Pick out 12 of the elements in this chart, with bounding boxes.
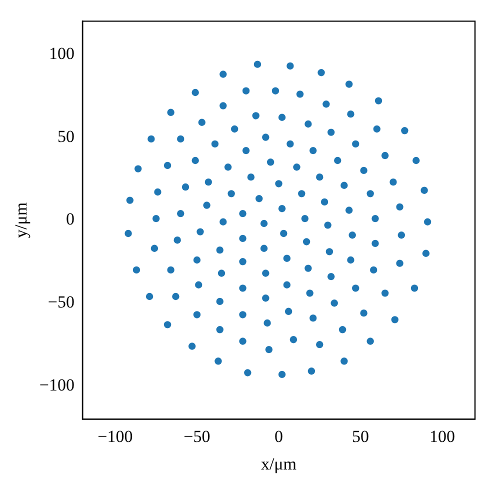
x-tick-label: 50 — [352, 426, 370, 446]
y-tick-label: 0 — [66, 210, 74, 229]
y-axis-title: y/μm — [12, 202, 31, 238]
y-tick-label: 100 — [48, 44, 74, 63]
x-tick-label: 0 — [274, 426, 283, 446]
x-tick-label: 100 — [430, 426, 456, 446]
y-tick-label: −100 — [39, 376, 74, 394]
y-tick-label: −50 — [48, 292, 74, 312]
x-tick-label: −100 — [98, 426, 133, 446]
x-tick-label: −50 — [184, 426, 210, 446]
y-tick-label: 50 — [57, 126, 74, 146]
x-axis-title: x/μm — [260, 454, 297, 474]
